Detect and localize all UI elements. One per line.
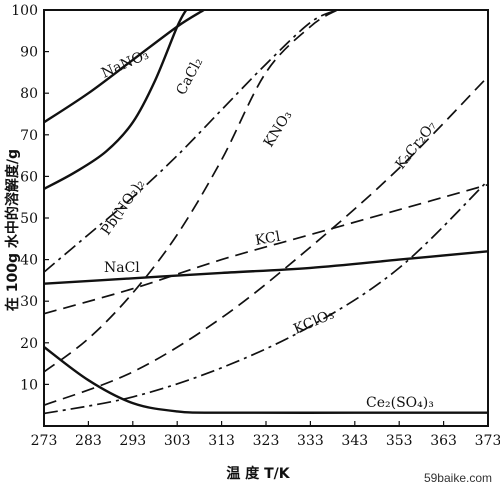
series-lines xyxy=(43,8,489,415)
axes: 273 283 293 303 313 323 333 343 353 363 373 10 20 30 4… xyxy=(11,3,500,449)
x-tick-label: 363 xyxy=(430,433,457,449)
series-label-kcl: KCl xyxy=(254,229,282,249)
y-tick-label: 80 xyxy=(20,86,38,102)
series-line-pb-no3-2 xyxy=(43,9,338,273)
series-label-cacl2: CaCl₂ xyxy=(173,55,206,98)
series-line-nacl xyxy=(43,250,489,285)
y-tick-label: 30 xyxy=(20,294,38,310)
y-tick-label: 20 xyxy=(20,336,38,352)
y-axis-title: 在 100g 水中的溶解度/g xyxy=(4,149,21,311)
series-label-kclo3: KClO₃ xyxy=(291,306,336,337)
y-tick-label: 10 xyxy=(20,377,38,393)
series-label-nano3: NaNO₃ xyxy=(99,47,151,82)
x-tick-label: 313 xyxy=(208,433,235,449)
y-tick-label: 90 xyxy=(20,45,38,61)
x-tick-label: 283 xyxy=(75,433,102,449)
series-line-k2cr2o7 xyxy=(43,76,489,406)
x-axis-title: 温 度 T/K xyxy=(226,465,290,482)
x-tick-label: 323 xyxy=(253,433,280,449)
series-label-pb-no3-2: Pb(NO₃)₂ xyxy=(98,176,148,238)
series-line-kno3 xyxy=(43,9,338,373)
x-tick-label: 353 xyxy=(386,433,413,449)
watermark: 59baike.com xyxy=(424,471,492,485)
series-labels: NaNO₃ CaCl₂ NaCl Pb(NO₃)₂ KNO₃ K₂Cr₂O₇ KCl KClO… xyxy=(98,47,440,411)
x-tick-label: 273 xyxy=(31,433,58,449)
x-tick-label: 293 xyxy=(119,433,146,449)
x-tick-label: 303 xyxy=(164,433,191,449)
series-line-kclo3 xyxy=(43,179,489,415)
y-tick-label: 60 xyxy=(20,169,38,185)
y-tick-label: 40 xyxy=(20,253,38,269)
series-label-ce2-so4-3: Ce₂(SO₄)₃ xyxy=(366,395,434,411)
series-line-kcl xyxy=(43,183,489,315)
series-line-nano3 xyxy=(43,8,205,124)
y-tick-label: 50 xyxy=(20,211,38,227)
y-tick-label: 70 xyxy=(20,128,38,144)
x-tick-label: 373 xyxy=(475,433,500,449)
y-tick-label: 100 xyxy=(11,3,38,19)
series-line-ce2-so4-3 xyxy=(43,346,488,414)
series-label-nacl: NaCl xyxy=(104,260,140,276)
series-label-kno3: KNO₃ xyxy=(261,108,296,150)
x-tick-label: 333 xyxy=(297,433,324,449)
series-line-cacl2 xyxy=(43,9,188,190)
x-tick-label: 343 xyxy=(341,433,368,449)
series-label-k2cr2o7: K₂Cr₂O₇ xyxy=(393,118,440,172)
